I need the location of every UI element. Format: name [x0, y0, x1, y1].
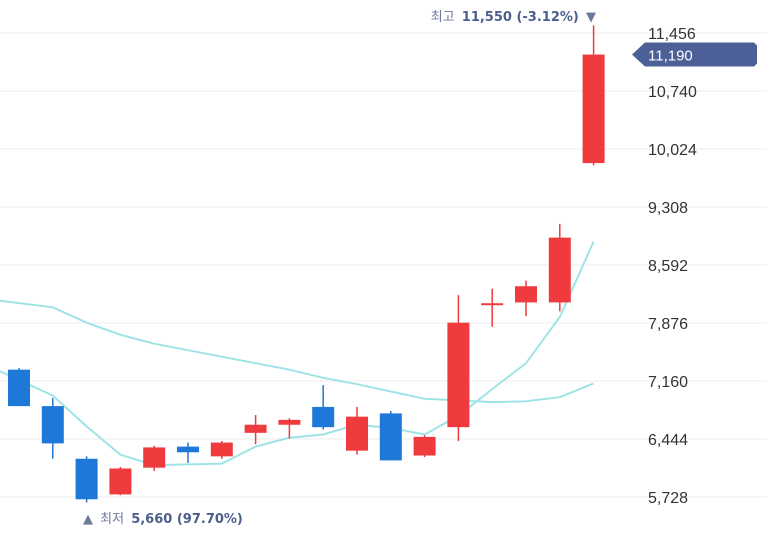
- candle: [278, 418, 301, 439]
- y-axis: 11,456 10,740 10,024 9,308 8,592 7,876 7,160 6,…: [648, 26, 697, 507]
- current-price-value: 11,190: [648, 48, 693, 65]
- candle-body: [109, 468, 132, 495]
- candle: [548, 223, 571, 312]
- candle: [244, 415, 267, 445]
- svg-text:최고 11,550 (-3.12%): 최고 11,550 (-3.12%) ▼: [431, 10, 596, 25]
- candle-body: [312, 406, 335, 428]
- candle-body: [481, 303, 504, 306]
- y-tick-label: 5,728: [648, 490, 688, 507]
- candle-body: [548, 237, 571, 303]
- candle-body: [244, 424, 267, 433]
- high-marker: 최고 11,550 (-3.12%) ▼: [431, 10, 596, 25]
- candle-body: [8, 369, 30, 407]
- candle-body: [177, 446, 199, 453]
- moving-average-line-2: [0, 299, 594, 404]
- candle: [210, 440, 233, 459]
- moving-average-line-1: [0, 241, 595, 467]
- high-marker-value: 11,550 (-3.12%): [462, 10, 579, 25]
- candle: [447, 295, 470, 441]
- candle: [8, 368, 30, 407]
- candle: [582, 25, 605, 166]
- y-tick-label: 7,160: [648, 374, 688, 391]
- candle-body: [278, 419, 301, 425]
- low-marker-arrow-icon: ▲: [83, 512, 93, 527]
- candle-body: [582, 54, 605, 164]
- gridlines: [0, 32, 767, 498]
- candle-body: [75, 458, 98, 500]
- candle-body: [379, 413, 402, 461]
- candle: [41, 398, 64, 459]
- y-tick-label: 6,444: [648, 432, 688, 449]
- candle: [379, 410, 402, 461]
- candle: [177, 442, 199, 463]
- candle-body: [515, 286, 537, 303]
- y-tick-label: 10,024: [648, 142, 697, 159]
- svg-text:▲ 최저 5,660 (97.70%: ▲ 최저 5,660 (97.70%): [83, 512, 243, 527]
- candlesticks: [8, 25, 605, 503]
- low-marker: ▲ 최저 5,660 (97.70%): [83, 512, 243, 527]
- y-tick-label: 10,740: [648, 84, 697, 101]
- current-price-tag: 11,190: [632, 42, 757, 67]
- candle-body: [210, 442, 233, 457]
- high-marker-arrow-icon: ▼: [586, 10, 596, 25]
- candle: [312, 385, 335, 430]
- candle: [515, 280, 537, 317]
- candle: [346, 406, 368, 455]
- candle: [481, 288, 504, 327]
- y-tick-label: 11,456: [648, 26, 696, 43]
- candle: [75, 456, 98, 503]
- y-tick-label: 9,308: [648, 200, 688, 217]
- candle-body: [41, 406, 64, 444]
- y-tick-label: 7,876: [648, 316, 688, 333]
- candle-body: [447, 322, 470, 428]
- candle: [143, 445, 166, 471]
- low-marker-label: 최저: [100, 512, 124, 527]
- moving-average-lines: [0, 241, 595, 467]
- high-marker-label: 최고: [431, 10, 455, 25]
- low-marker-value: 5,660 (97.70%): [131, 512, 243, 527]
- candle: [413, 435, 436, 458]
- current-price-tag-shape: [632, 42, 757, 67]
- candle: [109, 466, 132, 496]
- y-tick-label: 8,592: [648, 258, 688, 275]
- candle-body: [413, 436, 436, 456]
- candle-body: [346, 416, 368, 451]
- candle-body: [143, 447, 166, 468]
